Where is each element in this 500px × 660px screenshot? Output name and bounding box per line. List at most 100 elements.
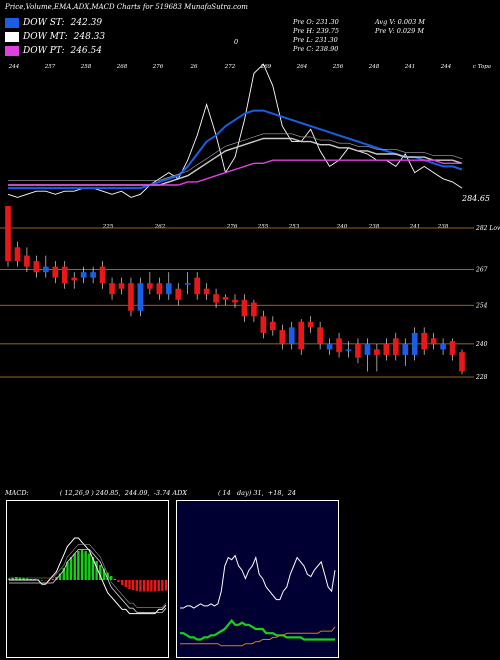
top-tick-label: 264 [296, 64, 308, 70]
candle-body [421, 332, 428, 350]
ema-last-label: 284.65 [461, 194, 490, 203]
candle-body [175, 288, 182, 300]
macd-histogram-bar [99, 565, 102, 580]
candle-body [137, 283, 144, 311]
adx-adx-line [180, 554, 336, 609]
candle-body [241, 299, 248, 317]
candle-body [430, 338, 437, 344]
candle-body [203, 288, 210, 295]
candle-body [14, 247, 21, 262]
macd-histogram-bar [120, 580, 124, 585]
top-tick-label: 257 [44, 64, 56, 70]
candle-body [260, 316, 267, 333]
macd-histogram-bar [106, 572, 109, 580]
candle-body [213, 294, 219, 303]
macd-histogram [7, 550, 168, 592]
candle-body [326, 343, 333, 350]
legend-dow-mt: DOW MT: 248.33 [5, 31, 105, 43]
macd-histogram-bar [153, 580, 157, 592]
stat-high: Pre H: 239.75 [293, 27, 340, 35]
macd-histogram-bar [91, 557, 95, 580]
macd-histogram-bar [142, 580, 146, 592]
macd-histogram-bar [88, 553, 91, 580]
candle-body [222, 296, 229, 300]
mid-tick-label: 262 [154, 224, 166, 230]
macd-histogram-bar [51, 579, 55, 580]
candle-body [307, 321, 314, 328]
macd-histogram-bar [40, 580, 44, 581]
macd-histogram-bar [18, 577, 22, 580]
adx-lines [180, 554, 336, 647]
macd-histogram-bar [22, 578, 25, 580]
stat-open: Pre O: 231.30 [293, 18, 339, 26]
macd-histogram-bar [11, 577, 14, 580]
macd-histogram-bar [157, 580, 160, 591]
candle-body [317, 327, 323, 344]
candle-body [288, 327, 295, 344]
macd-histogram-bar [73, 553, 76, 580]
stat-low: Pre L: 231.30 [293, 36, 338, 44]
mid-tick-label: 225 [102, 224, 114, 230]
price-level-label: 228 [475, 374, 488, 381]
candle-body [61, 266, 68, 284]
line-ema_mid [8, 137, 463, 186]
stat-prev-volume: Pre V: 0.029 M [375, 27, 425, 35]
adx-minus_di-line [180, 626, 336, 647]
macd-histogram-bar [44, 580, 47, 581]
macd-line [9, 537, 167, 615]
macd-histogram-bar [26, 578, 29, 580]
legend-label-pt: DOW PT: [23, 46, 65, 56]
top-tick-labels: 244 257 258 268 276 26 272 269 264 256 248 241 244 c … [8, 64, 491, 70]
top-tick-label: 26 [190, 64, 198, 70]
candle-body [364, 343, 371, 355]
stat-close: Pre C: 238.90 [293, 45, 339, 53]
candle-body [147, 283, 153, 289]
legend-swatch-pt [5, 46, 19, 56]
top-tick-label: 272 [224, 64, 236, 70]
candle-body [71, 277, 78, 281]
legend-dow-pt: DOW PT: 246.54 [5, 45, 102, 57]
candle-body [184, 283, 191, 285]
candle-body [392, 338, 399, 355]
legend-dow-st: DOW ST: 242.39 [5, 17, 102, 29]
candle-body [128, 283, 134, 311]
macd-panel [6, 500, 169, 658]
line-ema_long [8, 159, 462, 186]
macd-histogram-bar [161, 580, 164, 591]
candle-body [99, 266, 106, 284]
candle-body [374, 349, 380, 355]
macd-histogram-bar [113, 579, 117, 580]
candle-body [232, 299, 238, 303]
stat-avg-volume: Avg V: 0.003 M [375, 18, 425, 26]
top-tick-label: 276 [152, 64, 164, 70]
candle-body [336, 338, 342, 353]
candle-body [459, 352, 465, 372]
macd-histogram-bar [110, 576, 113, 580]
candle-body [411, 332, 418, 355]
candle-body [33, 261, 40, 273]
signal-line [9, 549, 167, 613]
legend-value-st: 242.39 [70, 18, 103, 28]
macd-adx-header: MACD: ( 12,26,9 ) 240.85, 244.09, -3.74 … [5, 489, 296, 497]
top-tick-label: 241 [404, 64, 416, 70]
mid-tick-label: 240 [336, 224, 348, 230]
macd-histogram-bar [117, 580, 120, 582]
macd-histogram-bar [58, 573, 62, 580]
macd-histogram-bar [150, 580, 153, 592]
line-price [7, 63, 463, 198]
mid-tick-label: 241 [409, 224, 421, 230]
mid-tick-label: 276 [226, 224, 238, 230]
macd-histogram-bar [69, 557, 73, 580]
candle-body [383, 343, 390, 355]
ema-lines [7, 63, 463, 198]
macd-histogram-bar [66, 562, 69, 580]
top-tick-label: c Topa [473, 64, 491, 70]
legend-swatch-mt [5, 32, 19, 42]
candle-body [279, 330, 286, 344]
legend-label-mt: DOW MT: [23, 32, 68, 42]
top-tick-label: 268 [116, 64, 128, 70]
macd-histogram-bar [80, 550, 84, 580]
mid-tick-labels: 225 262 276 255 253 240 238 241 238 [102, 224, 449, 230]
macd-histogram-bar [139, 580, 142, 592]
legend-swatch-st [5, 18, 19, 28]
